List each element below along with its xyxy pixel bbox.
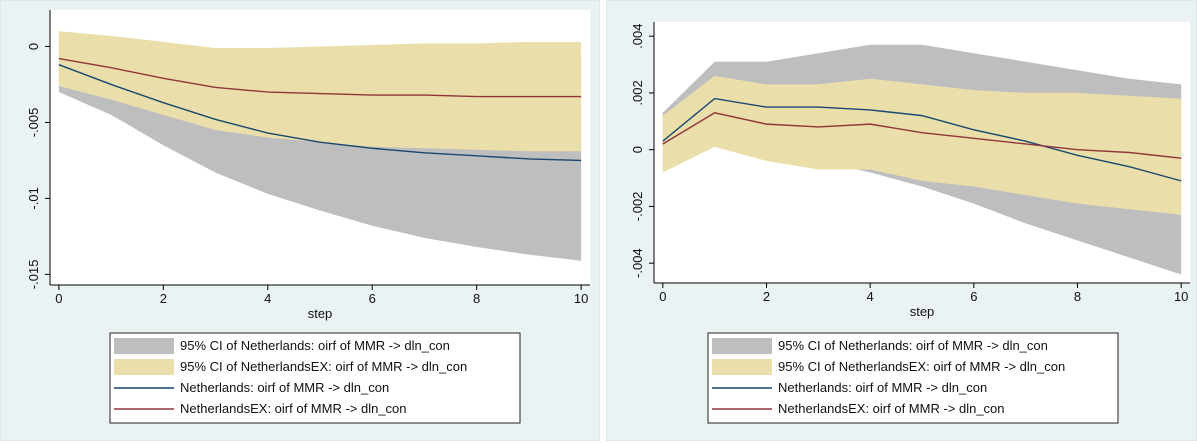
legend-swatch	[712, 338, 772, 354]
x-tick-label: 6	[369, 291, 376, 306]
chart-panel: 0 -.005 -.01 -.015 0 2 4 6 8 10 step 95% CI of Neth…	[0, 0, 600, 441]
x-tick-label: 10	[574, 291, 588, 306]
legend-label: 95% CI of NetherlandsEX: oirf of MMR -> …	[180, 359, 467, 374]
x-tick-label: 2	[160, 291, 167, 306]
legend-swatch	[114, 359, 174, 375]
legend-label: Netherlands: oirf of MMR -> dln_con	[180, 380, 389, 395]
y-tick-label: -.005	[26, 108, 41, 138]
x-tick-label: 8	[1074, 289, 1081, 304]
irf-line	[662, 112, 1182, 159]
ci-band	[662, 75, 1182, 215]
legend-label: NetherlandsEX: oirf of MMR -> dln_con	[778, 401, 1005, 416]
legend-label: 95% CI of NetherlandsEX: oirf of MMR -> …	[778, 359, 1065, 374]
x-tick-label: 2	[763, 289, 770, 304]
irf-line	[662, 97, 1182, 182]
x-tick-label: 6	[970, 289, 977, 304]
y-tick-label: -.01	[26, 187, 41, 209]
x-axis-label: step	[910, 304, 935, 319]
x-tick-label: 10	[1174, 289, 1188, 304]
y-tick-label: -.015	[26, 260, 41, 290]
x-tick-label: 0	[659, 289, 666, 304]
x-tick-label: 4	[867, 289, 874, 304]
legend-label: NetherlandsEX: oirf of MMR -> dln_con	[180, 401, 407, 416]
legend-label: 95% CI of Netherlands: oirf of MMR -> dl…	[778, 338, 1048, 353]
y-tick-label: .004	[630, 24, 645, 49]
y-tick-label: -.004	[630, 248, 645, 278]
ci-band	[58, 31, 582, 152]
y-tick-label: .002	[630, 80, 645, 105]
legend-box	[707, 332, 1119, 424]
x-tick-label: 4	[264, 291, 271, 306]
x-axis-label: step	[308, 306, 333, 321]
legend-label: Netherlands: oirf of MMR -> dln_con	[778, 380, 987, 395]
chart-panel: .004 .002 0 -.002 -.004 0 2 4 6 8 10 step 95% CI of …	[606, 0, 1197, 441]
legend-swatch	[712, 359, 772, 375]
irf-line	[58, 57, 582, 98]
y-tick-label: -.002	[630, 192, 645, 222]
irf-line	[58, 64, 582, 162]
legend-swatch	[114, 338, 174, 354]
x-tick-label: 8	[473, 291, 480, 306]
legend-label: 95% CI of Netherlands: oirf of MMR -> dl…	[180, 338, 450, 353]
legend-box	[109, 332, 521, 424]
y-tick-label: 0	[630, 146, 645, 153]
y-tick-label: 0	[26, 43, 41, 50]
x-tick-label: 0	[55, 291, 62, 306]
